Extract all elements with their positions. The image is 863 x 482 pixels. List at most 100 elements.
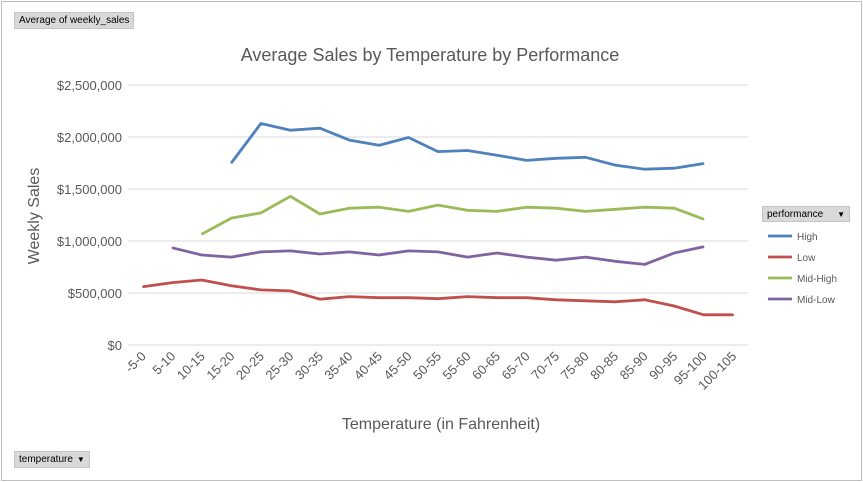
data-point-mid-low: [348, 251, 351, 253]
data-point-mid-low: [555, 259, 557, 262]
data-point-low: [378, 296, 380, 299]
gridlines: [128, 84, 748, 346]
data-point-low: [584, 300, 587, 302]
data-point-mid-low: [673, 252, 675, 254]
data-point-mid-high: [525, 206, 528, 208]
legend-field-button[interactable]: performance ▼: [762, 206, 850, 222]
data-point-high: [289, 129, 292, 132]
legend-label-high: High: [797, 232, 818, 243]
data-point-low: [201, 279, 203, 281]
data-point-mid-high: [378, 206, 380, 208]
legend-field-label: performance: [767, 209, 824, 220]
x-tick-label: 35-40: [321, 349, 355, 383]
data-point-high: [702, 162, 705, 165]
data-point-mid-high: [702, 218, 705, 220]
data-point-mid-low: [702, 245, 705, 248]
data-point-mid-high: [555, 207, 557, 210]
y-tick-label: $2,500,000: [57, 78, 122, 93]
data-point-mid-high: [289, 195, 292, 198]
data-point-mid-high: [407, 210, 410, 213]
axis-field-label: temperature: [19, 454, 73, 465]
data-point-mid-high: [584, 210, 587, 213]
x-tick-label: 60-65: [469, 349, 503, 383]
data-point-mid-high: [466, 209, 469, 212]
value-field-button[interactable]: Average of weekly_sales: [14, 12, 135, 29]
x-tick-label: 15-20: [203, 349, 237, 383]
x-tick-label: 85-90: [617, 349, 651, 383]
x-tick-label: 75-80: [558, 349, 592, 383]
data-point-high: [496, 154, 498, 156]
data-point-high: [525, 159, 528, 162]
legend-label-low: Low: [797, 253, 816, 264]
data-point-mid-high: [201, 233, 203, 236]
x-tick-label: 20-25: [233, 349, 267, 383]
y-tick-label: $500,000: [68, 286, 122, 301]
data-point-high: [260, 122, 262, 125]
data-point-low: [230, 284, 233, 287]
x-tick-label: 30-35: [292, 349, 326, 383]
data-point-mid-low: [260, 251, 262, 253]
data-point-low: [407, 296, 410, 299]
data-point-high: [584, 156, 587, 159]
data-point-mid-low: [171, 246, 174, 249]
data-point-low: [673, 305, 675, 307]
data-point-mid-high: [437, 204, 439, 206]
x-tick-label: 10-15: [174, 349, 208, 383]
x-tick-label: 45-50: [380, 349, 414, 383]
x-axis-ticks: -5-0 5-1010-1515-2020-2525-3030-3535-4040…: [122, 349, 739, 393]
data-point-mid-low: [319, 253, 321, 255]
data-point-low: [319, 298, 321, 301]
chart-title: Average Sales by Temperature by Performa…: [241, 45, 620, 65]
series-line-mid-high: [201, 194, 705, 236]
data-point-mid-low: [289, 250, 292, 252]
y-axis-ticks: $0 $500,000 $1,000,000 $1,500,000 $2,000,000…: [57, 78, 122, 353]
data-point-low: [141, 285, 144, 288]
data-point-mid-low: [466, 256, 469, 258]
data-point-low: [525, 296, 528, 299]
data-point-low: [643, 298, 646, 301]
data-point-mid-high: [673, 207, 675, 210]
data-point-high: [555, 157, 557, 160]
y-tick-label: $1,000,000: [57, 234, 122, 249]
legend-label-mid-high: Mid-High: [797, 274, 837, 285]
x-tick-label: 65-70: [499, 349, 533, 383]
y-tick-label: $2,000,000: [57, 130, 122, 145]
data-point-low: [466, 295, 469, 298]
data-point-high: [643, 168, 646, 171]
y-axis-title: Weekly Sales: [26, 168, 43, 265]
data-point-low: [732, 314, 735, 316]
data-point-low: [496, 296, 498, 299]
x-tick-label: -5-0: [122, 349, 149, 376]
data-point-mid-high: [614, 208, 616, 211]
data-point-mid-high: [260, 212, 262, 214]
data-point-mid-low: [496, 252, 498, 254]
dropdown-arrow-icon: ▼: [837, 210, 845, 219]
data-point-mid-low: [584, 256, 587, 258]
axis-field-button[interactable]: temperature ▼: [14, 451, 90, 468]
data-point-low: [437, 297, 439, 300]
data-point-high: [378, 144, 380, 147]
data-point-high: [673, 167, 675, 169]
data-point-high: [466, 149, 469, 152]
data-point-low: [702, 314, 705, 316]
x-tick-label: 25-30: [262, 349, 296, 383]
data-point-low: [260, 289, 262, 291]
dropdown-arrow-icon: ▼: [76, 455, 85, 464]
data-point-mid-high: [348, 207, 351, 210]
data-point-high: [614, 164, 616, 166]
y-tick-label: $1,500,000: [57, 182, 122, 197]
x-tick-label: 55-60: [440, 349, 474, 383]
data-point-high: [348, 139, 351, 141]
data-point-mid-low: [201, 254, 203, 256]
data-point-high: [437, 150, 439, 153]
series-line-high: [230, 122, 704, 171]
x-tick-label: 80-85: [587, 349, 621, 383]
data-point-mid-low: [407, 250, 410, 252]
legend-label-mid-low: Mid-Low: [797, 295, 836, 306]
x-axis-title: Temperature (in Fahrenheit): [342, 416, 540, 433]
series-lines: [141, 122, 735, 317]
data-point-mid-low: [230, 256, 233, 258]
x-tick-label: 50-55: [410, 349, 444, 383]
data-point-mid-low: [614, 260, 616, 263]
